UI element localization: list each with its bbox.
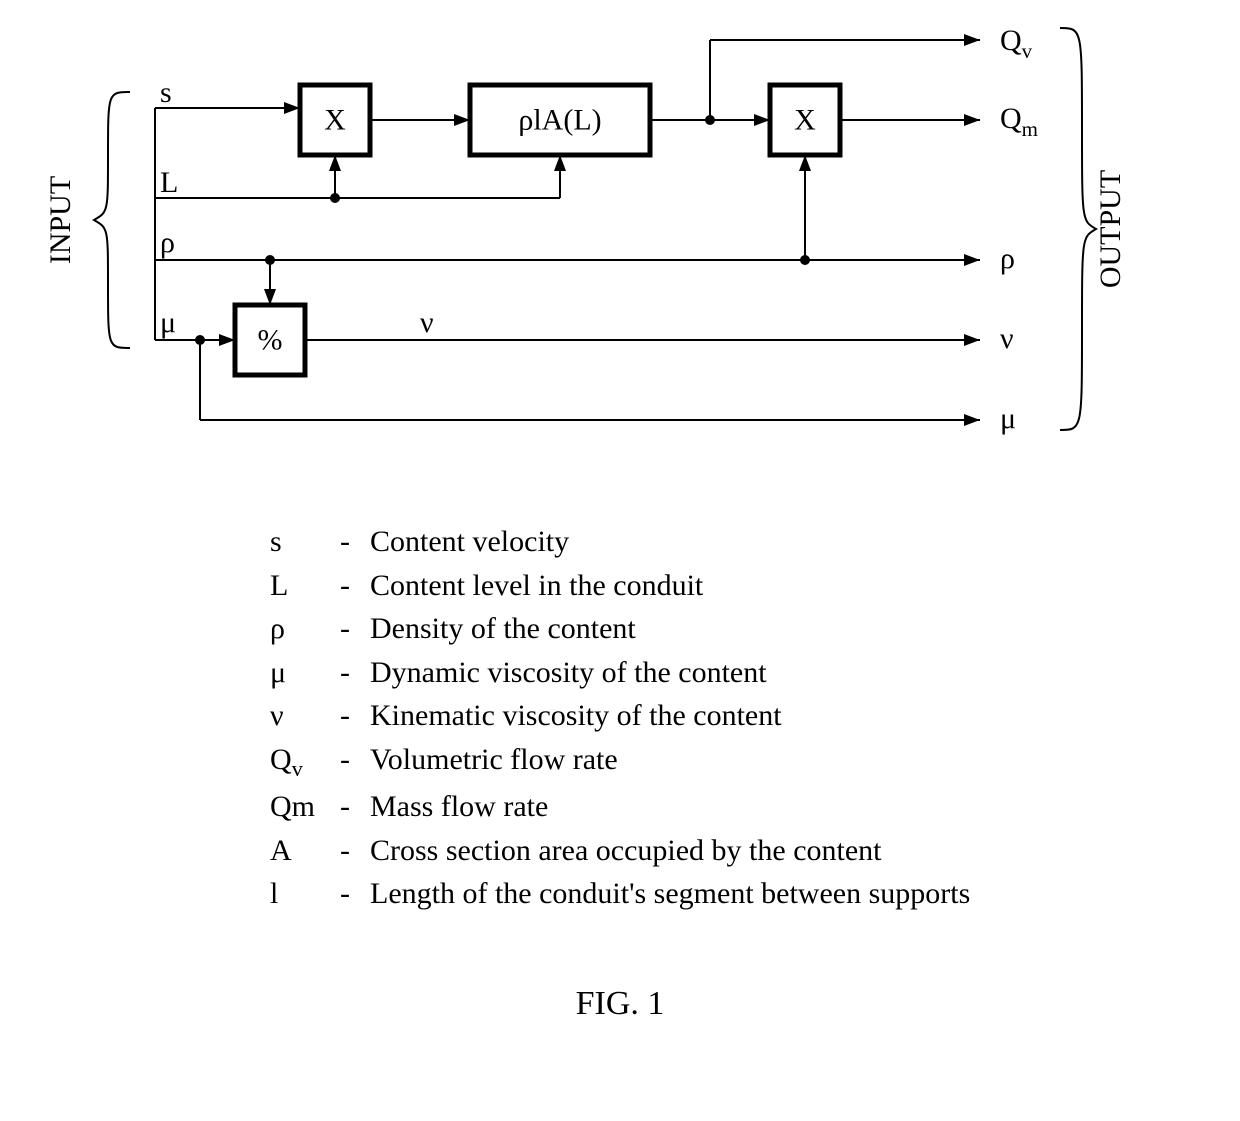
legend-symbol: ν (270, 694, 340, 738)
legend-row: Qv-Volumetric flow rate (270, 738, 970, 786)
signal-label-rho_in: ρ (160, 226, 175, 259)
legend-dash: - (340, 607, 370, 651)
figure-caption: FIG. 1 (576, 985, 665, 1023)
signal-label-nu_mid: ν (420, 306, 434, 339)
legend-symbol: A (270, 829, 340, 873)
legend-description: Content level in the conduit (370, 564, 703, 608)
legend-row: μ-Dynamic viscosity of the content (270, 651, 970, 695)
legend-description: Kinematic viscosity of the content (370, 694, 782, 738)
signal-label-rho_out: ρ (1000, 242, 1015, 275)
legend-dash: - (340, 738, 370, 786)
legend-description: Content velocity (370, 520, 569, 564)
legend-symbol: Qm (270, 785, 340, 829)
signal-label-mu_in: μ (160, 306, 176, 339)
block-diagram: XρlA(L) X% s Lρ μ ν Qv Qm ρ ν μ INPUT OUTPUT (0, 0, 1240, 500)
legend-description: Cross section area occupied by the conte… (370, 829, 882, 873)
legend-description: Density of the content (370, 607, 636, 651)
box-label-X1: X (324, 104, 346, 137)
legend-description: Dynamic viscosity of the content (370, 651, 767, 695)
legend-dash: - (340, 785, 370, 829)
legend-row: ρ-Density of the content (270, 607, 970, 651)
legend-row: A-Cross section area occupied by the con… (270, 829, 970, 873)
input-brace-label: INPUT (44, 176, 77, 264)
signal-label-L: L (160, 166, 178, 199)
box-label-pct: % (258, 324, 283, 357)
signal-label-s: s (160, 76, 172, 109)
legend-row: Qm-Mass flow rate (270, 785, 970, 829)
legend-dash: - (340, 694, 370, 738)
box-label-X2: X (794, 104, 816, 137)
legend-symbol: μ (270, 651, 340, 695)
signal-label-Qm: Qm (1000, 102, 1038, 141)
legend-dash: - (340, 651, 370, 695)
legend-dash: - (340, 872, 370, 916)
legend-dash: - (340, 564, 370, 608)
signal-label-Qv: Qv (1000, 24, 1033, 63)
legend-symbol: ρ (270, 607, 340, 651)
output-brace-label: OUTPUT (1094, 170, 1127, 288)
legend-description: Mass flow rate (370, 785, 548, 829)
legend-dash: - (340, 829, 370, 873)
legend-description: Length of the conduit's segment between … (370, 872, 970, 916)
legend-symbol: Qv (270, 738, 340, 786)
legend: s-Content velocityL-Content level in the… (270, 520, 970, 916)
legend-row: ν-Kinematic viscosity of the content (270, 694, 970, 738)
signal-label-nu_out: ν (1000, 322, 1014, 355)
box-label-rho: ρlA(L) (518, 104, 601, 137)
legend-description: Volumetric flow rate (370, 738, 618, 786)
legend-symbol: s (270, 520, 340, 564)
legend-symbol: L (270, 564, 340, 608)
legend-row: s-Content velocity (270, 520, 970, 564)
legend-symbol: l (270, 872, 340, 916)
legend-dash: - (340, 520, 370, 564)
figure-stage: XρlA(L)X%sLρμνQvQmρνμINPUTOUTPUT s-Conte… (0, 0, 1240, 1121)
signal-label-mu_out: μ (1000, 402, 1016, 435)
legend-row: L-Content level in the conduit (270, 564, 970, 608)
legend-row: l-Length of the conduit's segment betwee… (270, 872, 970, 916)
